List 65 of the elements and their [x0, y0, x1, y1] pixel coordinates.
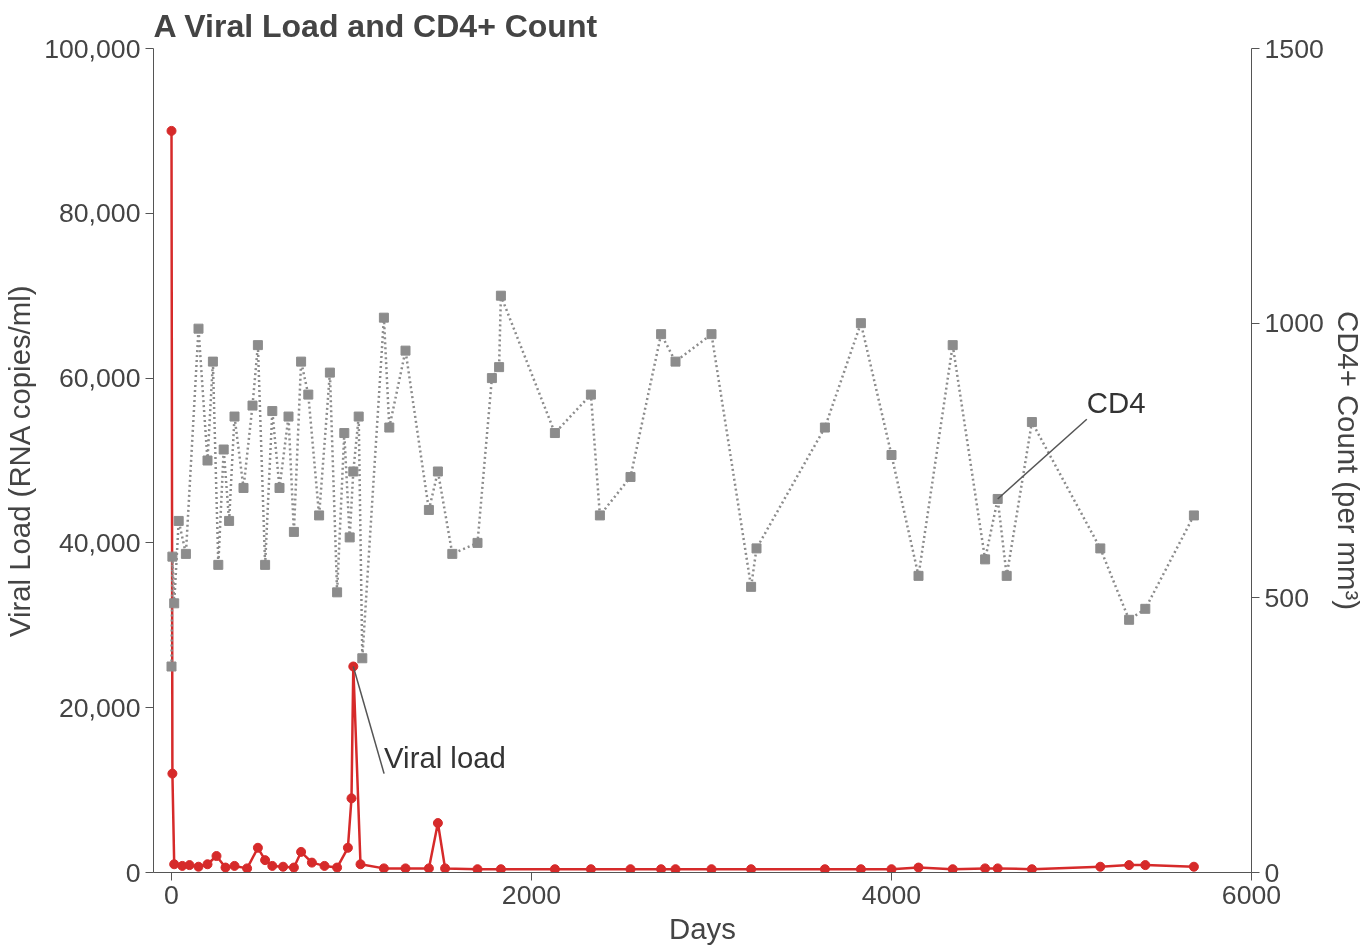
point: [947, 864, 958, 873]
x-tick-label: 0: [164, 879, 179, 910]
point: [288, 862, 299, 873]
point: [167, 768, 178, 779]
point: [992, 863, 1003, 873]
point: [913, 862, 924, 873]
point: [1188, 861, 1199, 872]
point: [625, 864, 636, 873]
point: [423, 863, 434, 873]
point: [855, 864, 866, 873]
point: [260, 855, 271, 866]
y-tick-label: 40,000: [58, 527, 141, 558]
point: [211, 851, 222, 862]
chart-title: A Viral Load and CD4+ Count: [153, 7, 598, 44]
point: [585, 864, 596, 873]
x-tick-label: 2000: [501, 879, 562, 910]
y2-tick-label: 1500: [1264, 33, 1324, 64]
point: [202, 859, 213, 870]
point: [296, 846, 307, 857]
series-label: Viral load: [384, 740, 506, 774]
point: [472, 864, 483, 873]
point: [1140, 860, 1151, 871]
point: [278, 861, 289, 872]
point: [332, 862, 343, 873]
y-tick-label: 0: [125, 857, 141, 888]
point: [252, 842, 263, 853]
point: [706, 864, 717, 873]
point: [242, 863, 253, 873]
point: [1124, 860, 1135, 871]
point: [346, 793, 357, 804]
point: [1026, 864, 1037, 873]
y2-tick-label: 1000: [1264, 308, 1324, 339]
x-tick-label: 4000: [861, 879, 922, 910]
point: [166, 125, 177, 136]
point: [440, 863, 451, 873]
point: [656, 864, 667, 873]
point: [193, 861, 204, 872]
series-label: CD4: [1086, 386, 1146, 420]
point: [886, 864, 897, 873]
point: [980, 863, 991, 873]
point: [549, 864, 560, 873]
point: [220, 862, 231, 873]
point: [267, 860, 278, 871]
point: [378, 863, 389, 873]
point: [1095, 861, 1106, 872]
y-tick-label: 100,000: [44, 33, 141, 64]
y-tick-label: 20,000: [58, 692, 141, 723]
point: [229, 860, 240, 871]
point: [184, 860, 195, 871]
point: [746, 864, 757, 873]
point: [306, 857, 317, 868]
x-axis-title: Days: [669, 911, 736, 945]
point: [819, 864, 830, 873]
point: [670, 864, 681, 873]
point: [432, 818, 443, 829]
point: [342, 842, 353, 853]
y-tick-label: 80,000: [58, 198, 141, 229]
y2-tick-label: 500: [1264, 582, 1309, 613]
point: [495, 864, 506, 873]
point: [355, 859, 366, 870]
y2-axis-title: CD4+ Count (per mm³): [1331, 310, 1365, 611]
point: [400, 863, 411, 873]
point: [319, 860, 330, 871]
y-tick-label: 60,000: [58, 363, 141, 394]
y-axis-title: Viral Load (RNA copies/ml): [3, 285, 37, 638]
